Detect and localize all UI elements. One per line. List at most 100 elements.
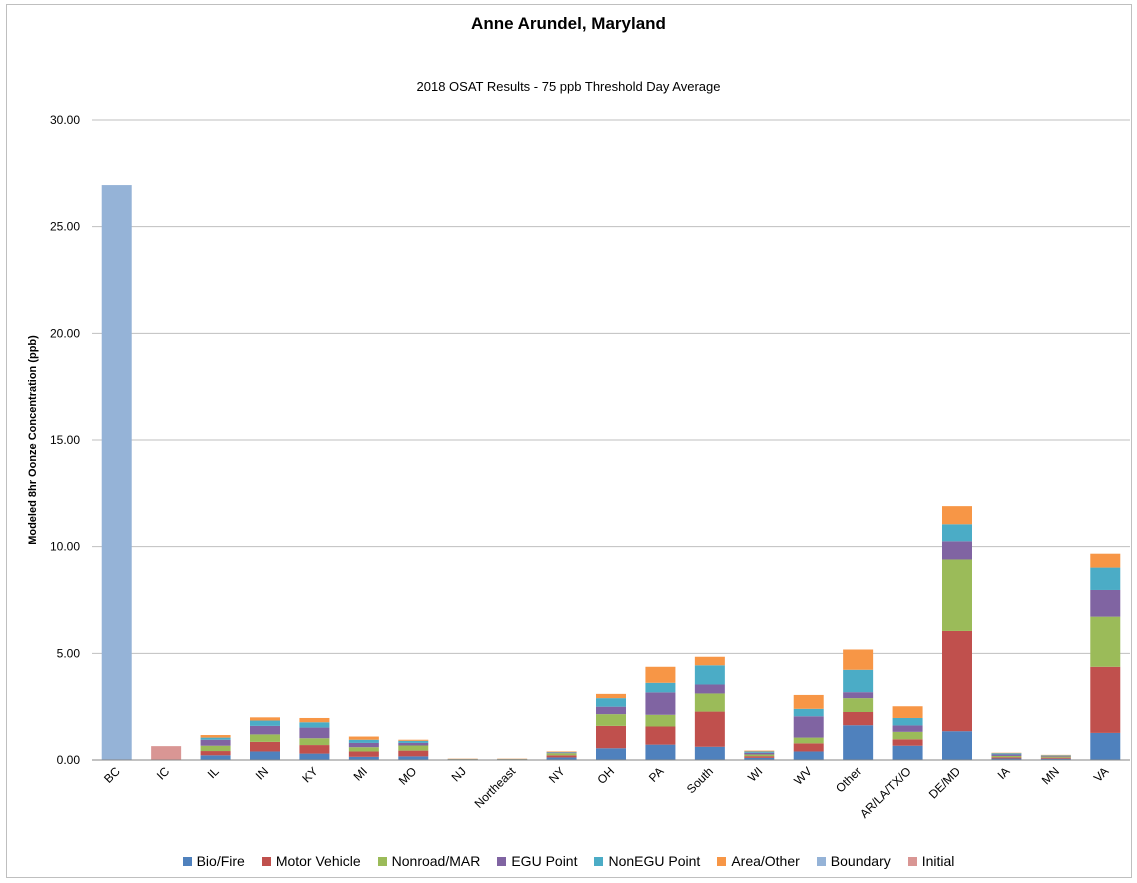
bar-segment-area-other bbox=[596, 693, 626, 699]
x-tick-label: WV bbox=[791, 764, 815, 788]
bar-segment-nonroad-mar bbox=[1040, 756, 1071, 758]
bar-segment-initial bbox=[151, 746, 182, 760]
bar-segment-nonroad-mar bbox=[200, 745, 231, 752]
bar-segment-area-other bbox=[1040, 754, 1071, 756]
bar-segment-bio-fire bbox=[1090, 732, 1121, 760]
bar-segment-nonegu-point bbox=[694, 665, 725, 685]
bar-segment-area-other bbox=[843, 649, 874, 670]
bar-segment-nonegu-point bbox=[942, 524, 972, 542]
bar-segment-motor-vehicle bbox=[991, 757, 1022, 759]
bar-segment-nonegu-point bbox=[793, 708, 824, 717]
bar-segment-area-other bbox=[1090, 553, 1121, 568]
legend-label: Boundary bbox=[830, 853, 891, 869]
bar-segment-area-other bbox=[991, 752, 1022, 754]
bar-segment-bio-fire bbox=[991, 758, 1022, 760]
bar-segment-nonegu-point bbox=[1040, 755, 1071, 756]
bar-segment-egu-point bbox=[1040, 755, 1071, 757]
legend-swatch bbox=[182, 856, 192, 866]
bar-segment-nonroad-mar bbox=[744, 754, 775, 757]
bar-segment-nonegu-point bbox=[200, 737, 231, 740]
x-tick-label: MO bbox=[396, 764, 420, 788]
bar-segment-egu-point bbox=[348, 742, 379, 748]
bar-segment-area-other bbox=[694, 656, 725, 666]
x-tick-label: MN bbox=[1039, 764, 1062, 787]
y-tick-label: 20.00 bbox=[50, 326, 80, 340]
legend-swatch bbox=[816, 856, 826, 866]
bar-segment-nonroad-mar bbox=[250, 734, 280, 742]
bar-segment-egu-point bbox=[398, 742, 429, 746]
bar-segment-bio-fire bbox=[250, 751, 280, 760]
x-tick-label: NJ bbox=[449, 764, 469, 784]
legend-label: Bio/Fire bbox=[196, 853, 245, 869]
bar-segment-nonroad-mar bbox=[1090, 616, 1121, 667]
legend-label: Nonroad/MAR bbox=[391, 853, 481, 869]
bar-segment-area-other bbox=[250, 717, 280, 721]
legend-item: Boundary bbox=[816, 853, 891, 869]
y-tick-label: 25.00 bbox=[50, 220, 80, 234]
bar-segment-egu-point bbox=[694, 684, 725, 694]
bar-segment-egu-point bbox=[744, 752, 775, 755]
legend-swatch bbox=[907, 856, 917, 866]
y-tick-label: 30.00 bbox=[50, 113, 80, 127]
bar-segment-bio-fire bbox=[398, 756, 429, 760]
bar-segment-egu-point bbox=[250, 725, 280, 735]
bar-segment-nonegu-point bbox=[299, 722, 330, 728]
x-tick-label: Other bbox=[833, 764, 864, 795]
bar-segment-nonegu-point bbox=[744, 751, 775, 753]
bar-segment-egu-point bbox=[200, 739, 231, 746]
x-tick-label: South bbox=[684, 764, 716, 796]
bar-segment-motor-vehicle bbox=[596, 725, 626, 749]
x-tick-label: IN bbox=[253, 764, 271, 782]
x-tick-label: IC bbox=[154, 764, 173, 783]
bar-segment-area-other bbox=[793, 694, 824, 709]
bar-segment-motor-vehicle bbox=[200, 751, 231, 756]
y-tick-label: 10.00 bbox=[50, 540, 80, 554]
bar-segment-motor-vehicle bbox=[1090, 666, 1121, 733]
bar-segment-area-other bbox=[546, 751, 577, 753]
bar-segment-motor-vehicle bbox=[546, 755, 577, 758]
legend-label: Initial bbox=[921, 853, 955, 869]
bar-segment-area-other bbox=[200, 735, 231, 738]
legend-swatch bbox=[377, 856, 387, 866]
bar-segment-nonegu-point bbox=[546, 752, 577, 753]
legend-item: NonEGU Point bbox=[594, 853, 700, 869]
bar-segment-nonroad-mar bbox=[793, 737, 824, 744]
bar-segment-nonegu-point bbox=[348, 739, 379, 743]
bar-segment-egu-point bbox=[892, 725, 923, 732]
x-tick-label: VA bbox=[1091, 764, 1112, 785]
bar-segment-nonegu-point bbox=[645, 682, 676, 693]
bar-segment-egu-point bbox=[942, 541, 972, 560]
bar-segment-bio-fire bbox=[645, 744, 676, 760]
x-tick-label: WI bbox=[745, 764, 765, 784]
bar-segment-nonegu-point bbox=[596, 698, 626, 707]
y-tick-label: 5.00 bbox=[57, 646, 81, 660]
legend-item: EGU Point bbox=[497, 853, 577, 869]
bar-segment-boundary bbox=[101, 185, 132, 761]
bar-segment-nonegu-point bbox=[991, 753, 1022, 755]
bar-segment-bio-fire bbox=[1040, 758, 1071, 760]
bar-segment-nonegu-point bbox=[892, 717, 923, 726]
bar-segment-egu-point bbox=[645, 692, 676, 715]
legend-item: Motor Vehicle bbox=[261, 853, 361, 869]
bar-segment-motor-vehicle bbox=[250, 741, 280, 752]
bar-segment-bio-fire bbox=[892, 745, 923, 760]
bar-segment-area-other bbox=[497, 758, 528, 760]
bar-segment-egu-point bbox=[1090, 589, 1121, 617]
bar-segment-motor-vehicle bbox=[645, 726, 676, 745]
bar-segment-motor-vehicle bbox=[892, 739, 923, 746]
bar-segment-area-other bbox=[398, 739, 429, 741]
x-tick-label: BC bbox=[101, 764, 123, 786]
x-tick-label: AR/LA/TX/O bbox=[857, 764, 914, 821]
bar-segment-bio-fire bbox=[299, 753, 330, 760]
legend-swatch bbox=[717, 856, 727, 866]
bar-segment-bio-fire bbox=[546, 757, 577, 760]
legend-swatch bbox=[594, 856, 604, 866]
bar-segment-motor-vehicle bbox=[744, 756, 775, 758]
bar-segment-bio-fire bbox=[843, 725, 874, 760]
bar-segment-egu-point bbox=[991, 754, 1022, 756]
bar-segment-nonegu-point bbox=[398, 740, 429, 743]
chart-title: Anne Arundel, Maryland bbox=[471, 14, 666, 33]
legend-item: Bio/Fire bbox=[182, 853, 245, 869]
bar-segment-motor-vehicle bbox=[299, 745, 330, 754]
bar-segment-area-other bbox=[645, 666, 676, 683]
